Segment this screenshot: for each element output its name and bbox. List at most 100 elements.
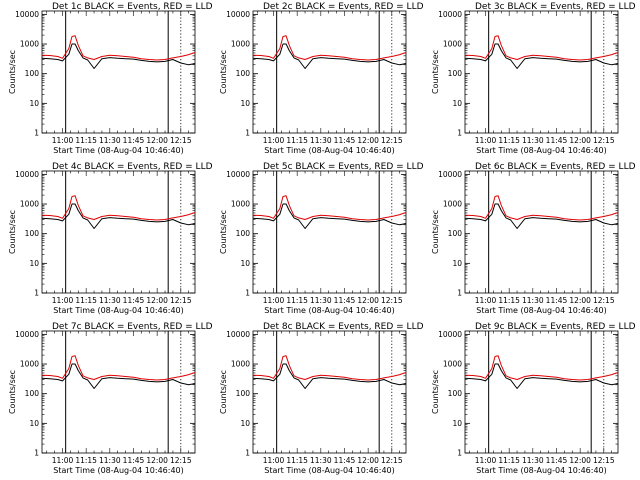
series-line-lld: [464, 35, 619, 61]
y-tick-label: 100: [236, 389, 251, 398]
chart-title: Det 7c BLACK = Events, RED = LLD: [52, 322, 213, 332]
y-tick-label: 100: [448, 69, 463, 78]
chart-title: Det 5c BLACK = Events, RED = LLD: [263, 162, 424, 172]
x-axis-label: Start Time (08-Aug-04 10:46:40): [476, 146, 607, 155]
plot-frame: [464, 330, 619, 454]
y-tick-label: 10000: [15, 170, 39, 179]
x-tick-label: 12:00: [146, 456, 168, 465]
x-tick-label: 11:30: [99, 456, 121, 465]
y-tick-label: 10: [240, 259, 250, 268]
y-tick-label: 1000: [231, 40, 250, 49]
x-tick-label: 11:45: [334, 136, 356, 145]
x-tick-label: 11:00: [52, 296, 74, 305]
x-tick-label: 12:00: [146, 136, 168, 145]
y-axis-label: Counts/sec: [8, 50, 17, 94]
x-tick-label: 11:15: [75, 136, 97, 145]
y-tick-label: 100: [25, 229, 40, 238]
x-tick-label: 11:15: [286, 136, 308, 145]
chart-panel-7: Det 7c BLACK = Events, RED = LLD 1 10 100 10…: [8, 322, 213, 475]
y-axis-label: Counts/sec: [431, 370, 440, 414]
chart-title: Det 2c BLACK = Events, RED = LLD: [263, 2, 424, 12]
chart-title: Det 4c BLACK = Events, RED = LLD: [52, 162, 213, 172]
chart-panel-3: Det 3c BLACK = Events, RED = LLD 1 10 100 10…: [431, 2, 636, 155]
y-axis-label: Counts/sec: [431, 50, 440, 94]
plot-frame: [252, 170, 407, 294]
y-tick-label: 10000: [15, 10, 39, 19]
x-tick-label: 11:00: [52, 456, 74, 465]
y-tick-label: 1: [245, 449, 250, 458]
x-tick-label: 11:30: [99, 136, 121, 145]
y-tick-label: 1000: [443, 360, 462, 369]
series-line-lld: [252, 355, 407, 381]
x-tick-label: 11:30: [522, 296, 544, 305]
y-tick-label: 1000: [443, 200, 462, 209]
plot-frame: [41, 10, 196, 134]
x-tick-label: 11:30: [522, 456, 544, 465]
series-line-lld: [464, 355, 619, 381]
y-tick-label: 1: [34, 449, 39, 458]
series-line-events: [464, 363, 619, 389]
x-tick-label: 11:00: [263, 456, 285, 465]
x-tick-label: 12:00: [357, 456, 379, 465]
y-tick-label: 100: [448, 229, 463, 238]
x-tick-label: 12:15: [593, 456, 615, 465]
chart-panel-4: Det 4c BLACK = Events, RED = LLD 1 10 100 10…: [8, 162, 213, 315]
y-tick-label: 100: [25, 69, 40, 78]
series-line-lld: [252, 195, 407, 221]
x-tick-label: 12:15: [593, 136, 615, 145]
series-line-events: [41, 203, 196, 229]
y-tick-label: 1000: [20, 40, 39, 49]
x-tick-label: 11:45: [123, 456, 145, 465]
y-tick-label: 1: [245, 129, 250, 138]
x-axis-label: Start Time (08-Aug-04 10:46:40): [264, 466, 395, 475]
series-line-lld: [252, 35, 407, 61]
x-tick-label: 12:00: [569, 456, 591, 465]
y-tick-label: 10000: [438, 330, 462, 339]
series-line-events: [41, 363, 196, 389]
y-axis-label: Counts/sec: [431, 210, 440, 254]
series-line-lld: [464, 195, 619, 221]
plot-frame: [252, 10, 407, 134]
x-tick-label: 11:45: [546, 136, 568, 145]
x-tick-label: 11:30: [310, 456, 332, 465]
x-tick-label: 11:00: [475, 136, 497, 145]
chart-title: Det 1c BLACK = Events, RED = LLD: [52, 2, 213, 12]
chart-title: Det 9c BLACK = Events, RED = LLD: [475, 322, 636, 332]
x-axis-label: Start Time (08-Aug-04 10:46:40): [53, 466, 184, 475]
x-tick-label: 11:30: [310, 136, 332, 145]
series-line-events: [464, 43, 619, 69]
y-tick-label: 1: [245, 289, 250, 298]
y-tick-label: 10: [240, 419, 250, 428]
y-tick-label: 1: [457, 289, 462, 298]
x-tick-label: 12:15: [593, 296, 615, 305]
x-tick-label: 11:15: [75, 456, 97, 465]
y-tick-label: 100: [448, 389, 463, 398]
chart-panel-2: Det 2c BLACK = Events, RED = LLD 1 10 100 10…: [219, 2, 424, 155]
x-tick-label: 11:30: [310, 296, 332, 305]
x-tick-label: 12:00: [357, 136, 379, 145]
y-tick-label: 1: [34, 289, 39, 298]
x-tick-label: 12:15: [381, 456, 403, 465]
x-tick-label: 11:45: [546, 456, 568, 465]
y-tick-label: 1: [457, 449, 462, 458]
x-tick-label: 11:45: [546, 296, 568, 305]
y-tick-label: 10: [452, 419, 462, 428]
y-tick-label: 10000: [226, 330, 250, 339]
x-tick-label: 11:45: [334, 456, 356, 465]
chart-panel-8: Det 8c BLACK = Events, RED = LLD 1 10 100 10…: [219, 322, 424, 475]
y-tick-label: 10000: [15, 330, 39, 339]
plot-frame: [464, 10, 619, 134]
plot-frame: [464, 170, 619, 294]
x-tick-label: 12:00: [357, 296, 379, 305]
x-tick-label: 11:00: [475, 456, 497, 465]
y-tick-label: 1000: [231, 200, 250, 209]
x-tick-label: 11:15: [286, 296, 308, 305]
y-tick-label: 10000: [226, 170, 250, 179]
x-tick-label: 12:15: [381, 296, 403, 305]
plot-frame: [41, 330, 196, 454]
x-tick-label: 11:15: [286, 456, 308, 465]
x-tick-label: 11:30: [99, 296, 121, 305]
y-tick-label: 100: [236, 69, 251, 78]
plot-frame: [252, 330, 407, 454]
